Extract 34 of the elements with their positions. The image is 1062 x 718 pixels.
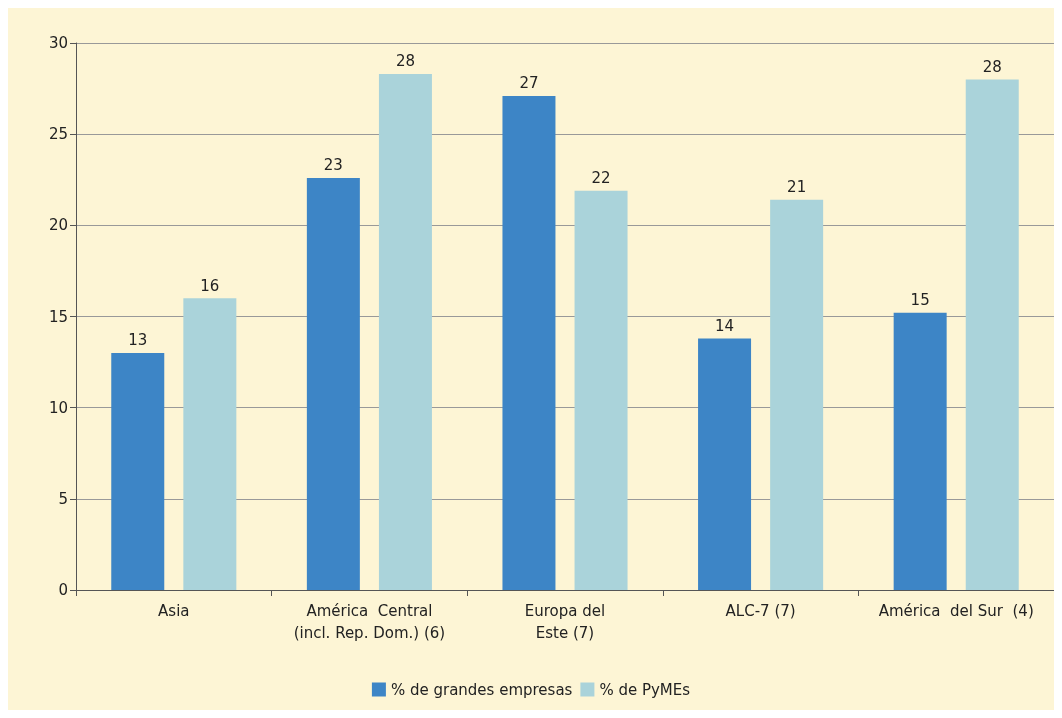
bar xyxy=(893,312,947,590)
x-tick-label: Asia xyxy=(158,602,190,620)
y-tick-label: 10 xyxy=(48,398,68,417)
legend-label: % de grandes empresas xyxy=(390,680,573,699)
data-label: 16 xyxy=(200,276,220,295)
bar xyxy=(574,190,628,590)
x-tick-label: ALC-7 (7) xyxy=(725,602,796,620)
data-label: 28 xyxy=(982,57,1002,76)
bar xyxy=(502,95,556,590)
y-tick-label: 20 xyxy=(48,216,68,235)
y-tick-label: 30 xyxy=(48,34,68,52)
bar xyxy=(183,298,237,590)
bar xyxy=(698,338,752,590)
bar xyxy=(111,352,165,590)
data-label: 27 xyxy=(519,74,539,93)
data-label: 13 xyxy=(128,331,148,350)
y-tick-label: 0 xyxy=(58,581,68,599)
bar xyxy=(770,199,824,590)
y-tick-label: 25 xyxy=(48,125,68,144)
bar xyxy=(965,79,1019,590)
y-tick-label: 5 xyxy=(58,489,68,508)
data-label: 28 xyxy=(395,52,415,71)
data-label: 21 xyxy=(787,178,807,197)
x-tick-label: Europa del Este (7) xyxy=(524,602,606,642)
data-label: 15 xyxy=(910,291,930,310)
x-tick-label: América Central (incl. Rep. Dom.) (6) xyxy=(293,602,446,642)
legend-label: % de PyMEs xyxy=(599,680,691,699)
bar xyxy=(306,177,360,590)
data-label: 22 xyxy=(591,169,611,188)
y-tick-label: 15 xyxy=(48,307,68,326)
data-label: 23 xyxy=(323,156,343,175)
data-label: 14 xyxy=(715,316,735,335)
bar xyxy=(378,74,432,590)
x-tick-label: América del Sur (4) xyxy=(878,602,1034,620)
